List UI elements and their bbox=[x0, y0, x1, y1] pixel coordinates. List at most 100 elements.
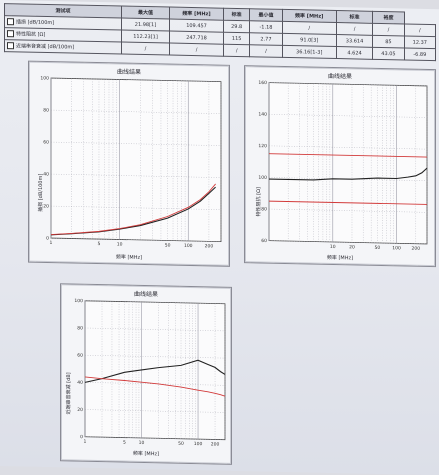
x-tick-label: 200 bbox=[411, 246, 420, 252]
header-cell: 裕度 bbox=[372, 11, 405, 24]
grid-line bbox=[85, 409, 225, 413]
y-tick-label: 0 bbox=[46, 235, 49, 241]
table-cell: / bbox=[121, 42, 170, 56]
grid-line bbox=[51, 141, 221, 146]
table-cell: 91.0[3] bbox=[282, 33, 337, 47]
y-tick-label: 40 bbox=[77, 380, 83, 386]
header-cell: 标准 bbox=[336, 10, 373, 24]
table-cell: 112.23[1] bbox=[121, 30, 170, 44]
x-tick-label: 10 bbox=[117, 241, 123, 247]
table-cell: 36.16[1-3] bbox=[282, 45, 337, 59]
table-cell: 12.37 bbox=[404, 35, 436, 49]
y-tick-label: 60 bbox=[43, 139, 49, 145]
x-tick-label: 200 bbox=[205, 243, 214, 249]
grid-line bbox=[51, 205, 221, 210]
table-cell: / bbox=[223, 44, 250, 57]
x-tick-label: 100 bbox=[184, 243, 193, 249]
x-tick-label: 5 bbox=[98, 241, 101, 247]
chart-panel-impedance: 曲线结果 特性阻抗 [Ω] 频率 [MHz] 60 80 100 120 140 160 1… bbox=[244, 65, 436, 268]
x-tick-label: 10 bbox=[139, 440, 145, 446]
row-checkbox[interactable] bbox=[7, 42, 14, 50]
y-tick-label: 0 bbox=[80, 434, 83, 440]
grid-line bbox=[85, 436, 225, 440]
y-tick-label: 140 bbox=[258, 112, 267, 118]
table-cell: 43.05 bbox=[372, 47, 405, 60]
grid-line bbox=[85, 327, 225, 332]
table-cell: -6.89 bbox=[404, 47, 436, 61]
y-tick-label: 100 bbox=[74, 298, 83, 304]
table-cell: / bbox=[336, 22, 373, 36]
limit-line bbox=[269, 153, 427, 158]
plot-area bbox=[84, 300, 226, 441]
x-tick-label: 10 bbox=[330, 244, 336, 250]
header-cell: 标准 bbox=[223, 8, 250, 21]
grid-line bbox=[51, 237, 221, 242]
header-cell: 最小值 bbox=[249, 8, 283, 22]
row-name: 插损 [dB/100m] bbox=[16, 19, 55, 27]
grid-line bbox=[51, 173, 221, 178]
grid-line bbox=[51, 109, 221, 114]
x-tick-label: 1 bbox=[84, 439, 87, 445]
y-tick-label: 20 bbox=[77, 407, 83, 413]
chart-impedance: 60 80 100 120 140 160 10 20 50 100 200 bbox=[258, 80, 428, 252]
y-tick-label: 60 bbox=[261, 238, 267, 244]
table-cell: 109.457 bbox=[169, 19, 224, 33]
row-checkbox[interactable] bbox=[7, 30, 14, 38]
header-cell: 最大值 bbox=[121, 6, 170, 20]
x-tick-label: 50 bbox=[178, 441, 184, 447]
y-tick-label: 160 bbox=[258, 80, 267, 86]
x-tick-label: 5 bbox=[123, 440, 126, 446]
row-checkbox[interactable] bbox=[7, 18, 14, 26]
table-cell: / bbox=[249, 44, 283, 58]
row-name-cell: 近端串音衰减 [dB/100m] bbox=[4, 39, 122, 55]
x-tick-label: 20 bbox=[349, 244, 355, 250]
header-cell: 频率 [MHz] bbox=[282, 9, 337, 23]
table-cell: 2.77 bbox=[249, 32, 283, 46]
y-tick-label: 120 bbox=[258, 143, 267, 149]
table-cell: 21.98[1] bbox=[121, 18, 170, 32]
row-name: 特性阻抗 [Ω] bbox=[16, 31, 46, 38]
x-tick-label: 100 bbox=[392, 245, 401, 251]
grid-line bbox=[51, 77, 221, 82]
table-cell: 115 bbox=[223, 32, 250, 45]
row-name: 近端串音衰减 [dB/100m] bbox=[16, 43, 75, 51]
table-cell: 29.8 bbox=[223, 20, 250, 33]
table-cell: / bbox=[404, 23, 436, 37]
table-cell: -1.18 bbox=[249, 20, 283, 34]
grid-line bbox=[85, 300, 225, 304]
series-line bbox=[269, 167, 428, 181]
table-cell: / bbox=[372, 23, 405, 36]
table-cell: 33.614 bbox=[336, 34, 373, 48]
y-tick-label: 100 bbox=[258, 175, 267, 181]
table-cell: 85 bbox=[372, 35, 405, 48]
chart-near-end-crosstalk: 0 20 40 60 80 100 1 5 10 50 100 200 bbox=[74, 298, 226, 448]
header-cell: 频率 [MHz] bbox=[169, 7, 224, 21]
limit-line bbox=[269, 200, 427, 205]
table-cell: 247.718 bbox=[169, 31, 224, 45]
y-tick-label: 60 bbox=[77, 353, 83, 359]
table-cell: 4.624 bbox=[336, 46, 373, 60]
y-tick-label: 40 bbox=[43, 171, 49, 177]
series-line bbox=[50, 183, 216, 236]
y-tick-label: 20 bbox=[43, 203, 49, 209]
series-line bbox=[84, 376, 226, 397]
chart-panel-insertion-loss: 曲线结果 插损 [dB/100m] 频率 [MHz] 0 20 40 60 80 100 1… bbox=[28, 60, 230, 267]
series-line bbox=[84, 359, 226, 383]
plot-area bbox=[50, 77, 222, 243]
x-tick-label: 1 bbox=[50, 240, 53, 246]
table-cell: / bbox=[169, 43, 224, 57]
grid-line bbox=[85, 355, 225, 359]
plot-area bbox=[268, 82, 428, 245]
chart-insertion-loss: 0 20 40 60 80 100 1 5 10 50 100 200 bbox=[40, 75, 222, 249]
y-tick-label: 80 bbox=[43, 107, 49, 113]
x-tick-label: 200 bbox=[211, 441, 220, 447]
x-tick-label: 50 bbox=[165, 242, 171, 248]
y-tick-label: 100 bbox=[40, 75, 49, 81]
table-cell: / bbox=[282, 21, 337, 35]
y-tick-label: 80 bbox=[77, 325, 83, 331]
chart-panel-next: 曲线结果 近端串音衰减 [dB] 频率 [MHz] 0 20 40 60 80 100 1 5… bbox=[60, 283, 232, 465]
x-tick-label: 50 bbox=[374, 245, 380, 251]
y-tick-label: 80 bbox=[261, 206, 267, 212]
results-table: 测试项 最大值 频率 [MHz] 标准 最小值 频率 [MHz] 标准 裕度 插… bbox=[4, 3, 436, 61]
